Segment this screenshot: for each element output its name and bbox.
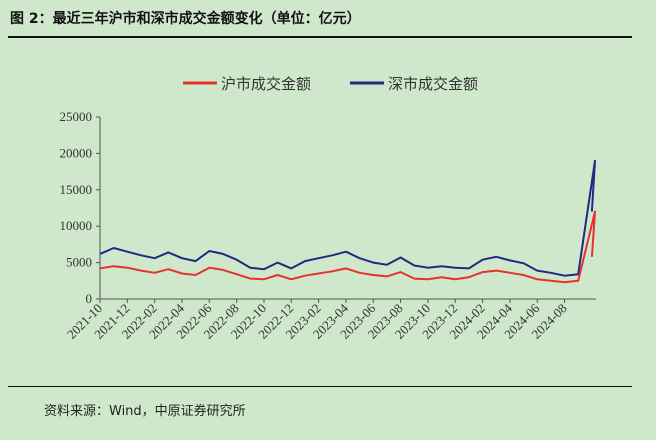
bottom-rule (8, 386, 632, 387)
series-lines (99, 159, 596, 284)
series-line-sz (99, 159, 596, 277)
figure-title: 图 2：最近三年沪市和深市成交金额变化（单位：亿元） (10, 11, 361, 27)
series-line-sh (99, 210, 596, 284)
axes: 05000100001500020000250002021-102021-122… (60, 109, 596, 342)
y-tick-label: 5000 (66, 255, 92, 270)
source-note: 资料来源：Wind，中原证券研究所 (44, 404, 246, 419)
legend-label-sz: 深市成交金额 (388, 75, 478, 93)
legend-label-sh: 沪市成交金额 (221, 75, 311, 93)
line-chart: 沪市成交金额 深市成交金额 05000100001500020000250002… (60, 75, 596, 342)
y-tick-label: 15000 (60, 182, 93, 197)
top-rule (8, 36, 632, 38)
y-tick-label: 10000 (60, 218, 93, 233)
y-tick-label: 20000 (60, 145, 93, 160)
y-tick-label: 0 (86, 291, 93, 306)
y-tick-label: 25000 (60, 109, 93, 124)
legend: 沪市成交金额 深市成交金额 (183, 75, 478, 93)
